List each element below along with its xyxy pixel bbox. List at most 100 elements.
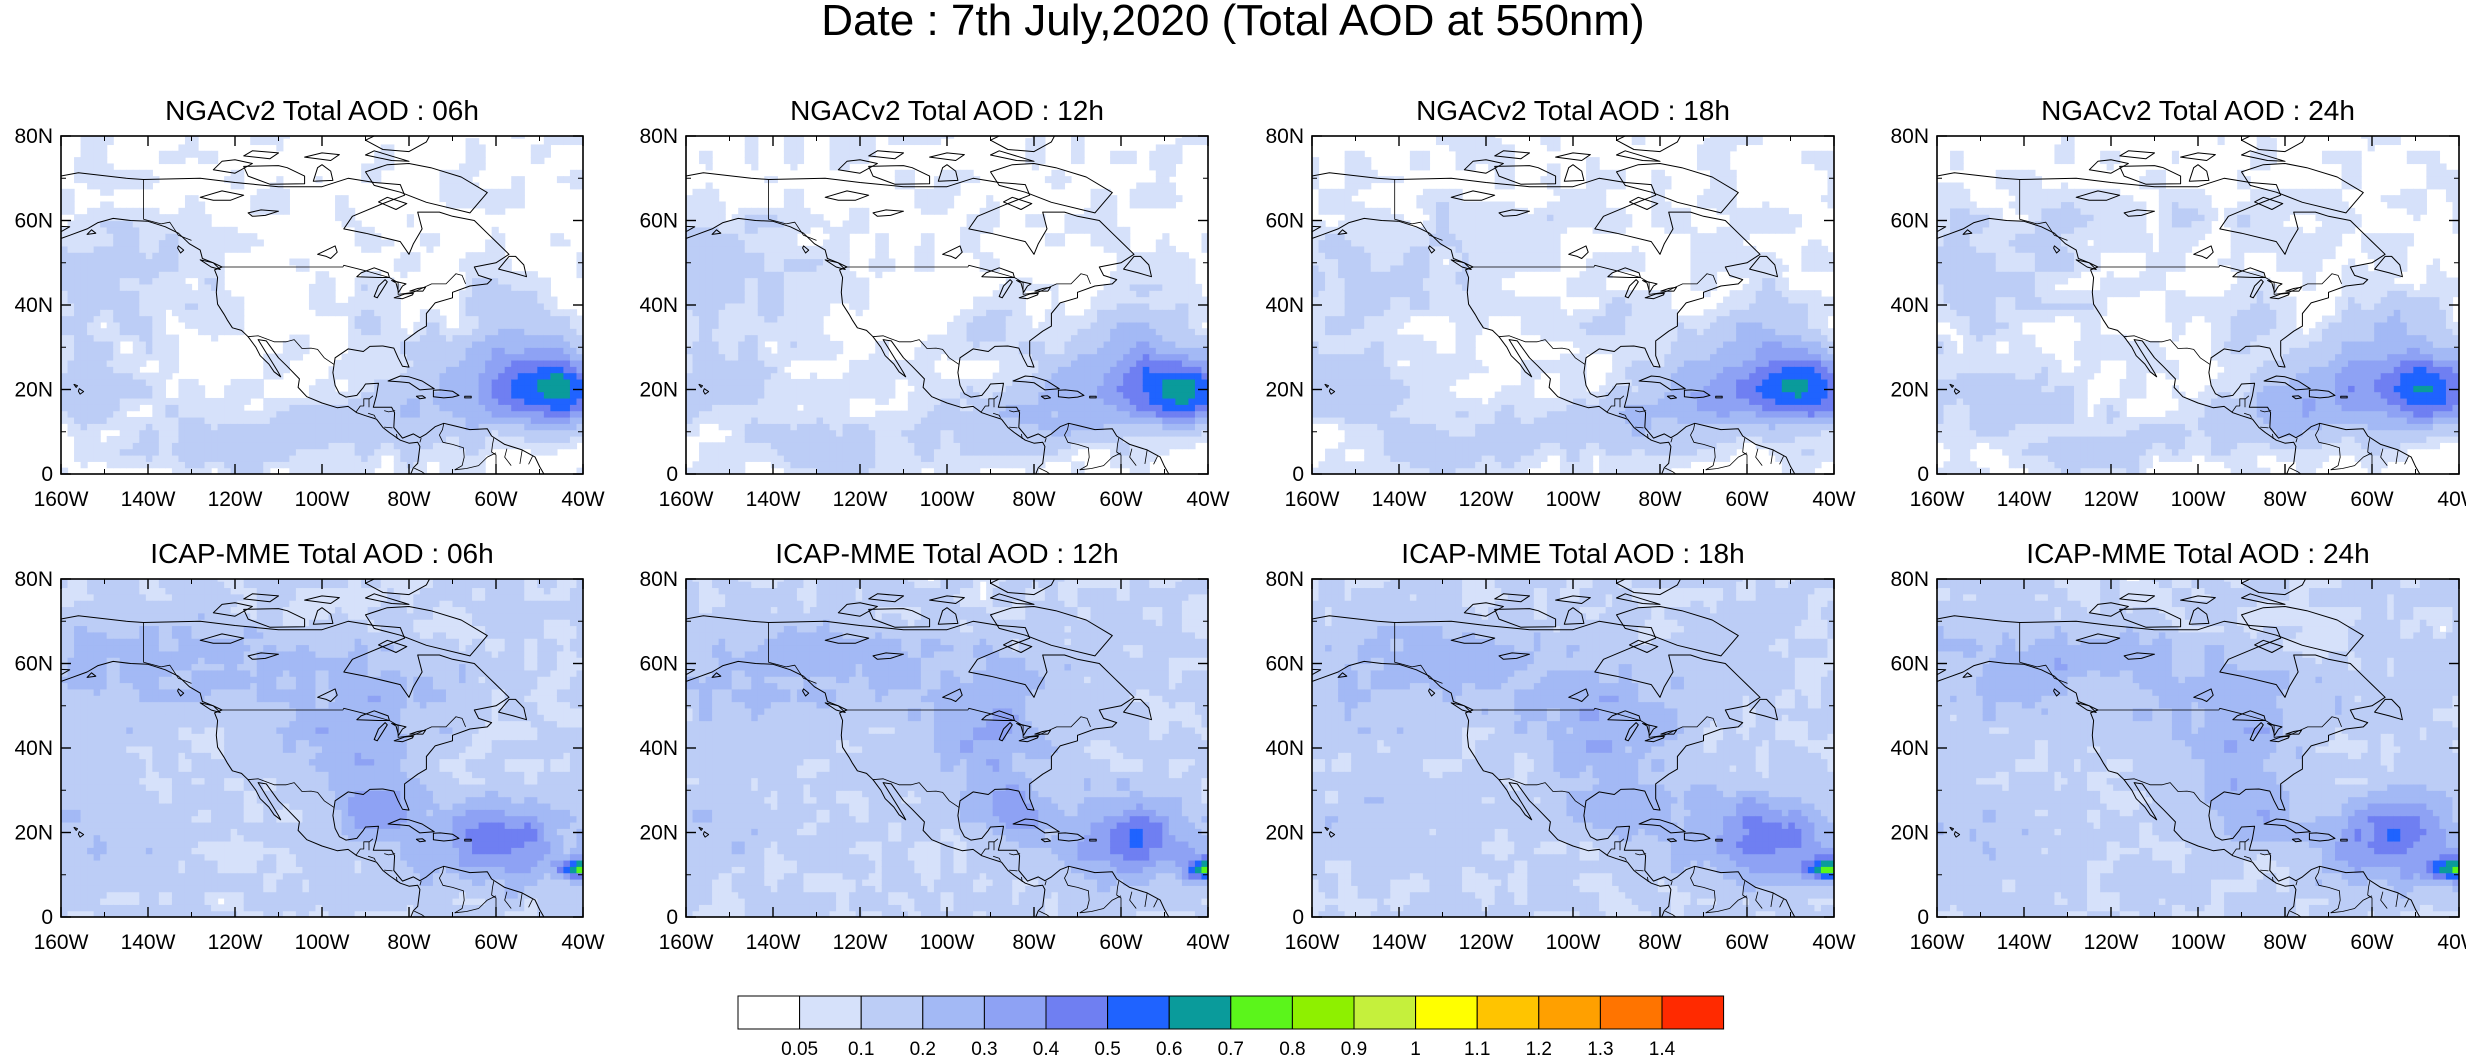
lon-tick-label: 80W bbox=[1012, 488, 1055, 511]
lat-tick-label: 20N bbox=[14, 822, 53, 845]
coastlines bbox=[1312, 136, 1798, 474]
lat-tick-label: 80N bbox=[1265, 568, 1304, 591]
lat-tick-label: 80N bbox=[639, 125, 678, 148]
colorbar-label: 1.2 bbox=[1526, 1039, 1552, 1056]
lon-tick-label: 80W bbox=[387, 931, 430, 954]
panel-title: ICAP-MME Total AOD : 12h bbox=[775, 538, 1118, 569]
lon-tick-label: 140W bbox=[1997, 488, 2052, 511]
panel-title: NGACv2 Total AOD : 12h bbox=[790, 95, 1104, 126]
lat-tick-label: 20N bbox=[1890, 379, 1929, 402]
lon-tick-label: 140W bbox=[1372, 488, 1427, 511]
lon-tick-label: 80W bbox=[1638, 488, 1681, 511]
colorbar-swatch bbox=[1168, 995, 1232, 1030]
lon-tick-label: 120W bbox=[208, 931, 263, 954]
lat-tick-label: 60N bbox=[639, 210, 678, 233]
colorbar-label: 0.6 bbox=[1156, 1039, 1182, 1056]
lon-tick-label: 140W bbox=[121, 931, 176, 954]
lon-tick-label: 120W bbox=[1459, 931, 1514, 954]
lon-tick-label: 40W bbox=[1812, 931, 1855, 954]
lon-tick-label: 160W bbox=[1285, 931, 1340, 954]
map-panel: ICAP-MME Total AOD : 06h 80N 60N 40N 20N 0160… bbox=[14, 538, 604, 954]
lon-tick-label: 40W bbox=[561, 931, 604, 954]
map-panel: ICAP-MME Total AOD : 24h 80N 60N 40N 20N 0160… bbox=[1890, 538, 2466, 954]
lon-tick-label: 40W bbox=[1812, 488, 1855, 511]
panel-title: ICAP-MME Total AOD : 06h bbox=[150, 538, 493, 569]
lon-tick-label: 80W bbox=[387, 488, 430, 511]
lon-tick-label: 100W bbox=[2171, 488, 2226, 511]
lat-tick-label: 0 bbox=[1917, 906, 1929, 929]
map-panel: ICAP-MME Total AOD : 18h 80N 60N 40N 20N 0160… bbox=[1265, 538, 1855, 954]
lat-tick-label: 40N bbox=[1265, 737, 1304, 760]
lat-tick-label: 80N bbox=[14, 568, 53, 591]
colorbar-swatch bbox=[1107, 995, 1170, 1030]
lat-tick-label: 40N bbox=[1890, 294, 1929, 317]
lat-tick-label: 40N bbox=[1265, 294, 1304, 317]
lat-tick-label: 40N bbox=[14, 294, 53, 317]
lon-tick-label: 100W bbox=[295, 488, 350, 511]
colorbar-label: 0.9 bbox=[1341, 1039, 1367, 1056]
colorbar-swatch bbox=[1230, 995, 1293, 1030]
lat-tick-label: 20N bbox=[1265, 379, 1304, 402]
panel-title: NGACv2 Total AOD : 06h bbox=[165, 95, 479, 126]
aod-field bbox=[1937, 136, 2459, 474]
lat-tick-label: 20N bbox=[639, 379, 678, 402]
aod-field bbox=[1937, 579, 2459, 917]
lat-tick-label: 0 bbox=[666, 463, 678, 486]
lat-tick-label: 80N bbox=[1265, 125, 1304, 148]
lon-tick-label: 40W bbox=[2437, 931, 2466, 954]
colorbar-swatch bbox=[1538, 995, 1601, 1030]
colorbar-label: 1.3 bbox=[1587, 1039, 1613, 1056]
lon-tick-label: 160W bbox=[1910, 931, 1965, 954]
panel-title: NGACv2 Total AOD : 18h bbox=[1416, 95, 1730, 126]
lon-tick-label: 80W bbox=[1012, 931, 1055, 954]
lon-tick-label: 60W bbox=[2350, 488, 2393, 511]
lon-tick-label: 60W bbox=[1725, 488, 1768, 511]
colorbar-swatch bbox=[799, 995, 862, 1030]
colorbar-swatch bbox=[1291, 995, 1355, 1030]
lon-tick-label: 160W bbox=[1910, 488, 1965, 511]
colorbar-label: 0.4 bbox=[1033, 1039, 1060, 1056]
lon-tick-label: 100W bbox=[1546, 931, 1601, 954]
colorbar: 0.05 0.1 0.2 0.3 0.4 0.5 0.6 0.7 0.8 0.9 1 1.1 1.2 1.… bbox=[737, 995, 1725, 1056]
lat-tick-label: 80N bbox=[14, 125, 53, 148]
lon-tick-label: 140W bbox=[1997, 931, 2052, 954]
panel-title: ICAP-MME Total AOD : 24h bbox=[2026, 538, 2369, 569]
lon-tick-label: 100W bbox=[920, 488, 975, 511]
lon-tick-label: 160W bbox=[659, 488, 714, 511]
lat-tick-label: 60N bbox=[14, 210, 53, 233]
lon-tick-label: 140W bbox=[746, 488, 801, 511]
coastlines bbox=[1312, 579, 1798, 917]
lon-tick-label: 100W bbox=[2171, 931, 2226, 954]
lon-tick-label: 60W bbox=[1099, 488, 1142, 511]
colorbar-label: 0.5 bbox=[1094, 1039, 1120, 1056]
aod-field bbox=[686, 136, 1208, 474]
lat-tick-label: 60N bbox=[14, 653, 53, 676]
lat-tick-label: 20N bbox=[14, 379, 53, 402]
lat-tick-label: 20N bbox=[1890, 822, 1929, 845]
aod-field bbox=[1312, 136, 1834, 474]
lon-tick-label: 140W bbox=[121, 488, 176, 511]
lon-tick-label: 60W bbox=[2350, 931, 2393, 954]
colorbar-swatch bbox=[1045, 995, 1109, 1030]
colorbar-swatch bbox=[983, 995, 1047, 1030]
lat-tick-label: 60N bbox=[1890, 210, 1929, 233]
map-panel: ICAP-MME Total AOD : 12h 80N 60N 40N 20N 0160… bbox=[639, 538, 1229, 954]
lat-tick-label: 0 bbox=[41, 906, 53, 929]
lon-tick-label: 120W bbox=[2084, 488, 2139, 511]
colorbar-label: 0.2 bbox=[910, 1039, 936, 1056]
lat-tick-label: 40N bbox=[1890, 737, 1929, 760]
lon-tick-label: 100W bbox=[295, 931, 350, 954]
lon-tick-label: 140W bbox=[1372, 931, 1427, 954]
lon-tick-label: 160W bbox=[34, 931, 89, 954]
colorbar-swatch bbox=[1476, 995, 1540, 1030]
lon-tick-label: 80W bbox=[1638, 931, 1681, 954]
coastlines bbox=[1937, 579, 2423, 917]
lat-tick-label: 0 bbox=[1292, 463, 1304, 486]
colorbar-swatch bbox=[737, 995, 801, 1030]
colorbar-label: 1.1 bbox=[1464, 1039, 1490, 1056]
lon-tick-label: 120W bbox=[2084, 931, 2139, 954]
colorbar-label: 1.4 bbox=[1649, 1039, 1676, 1056]
lat-tick-label: 60N bbox=[1890, 653, 1929, 676]
